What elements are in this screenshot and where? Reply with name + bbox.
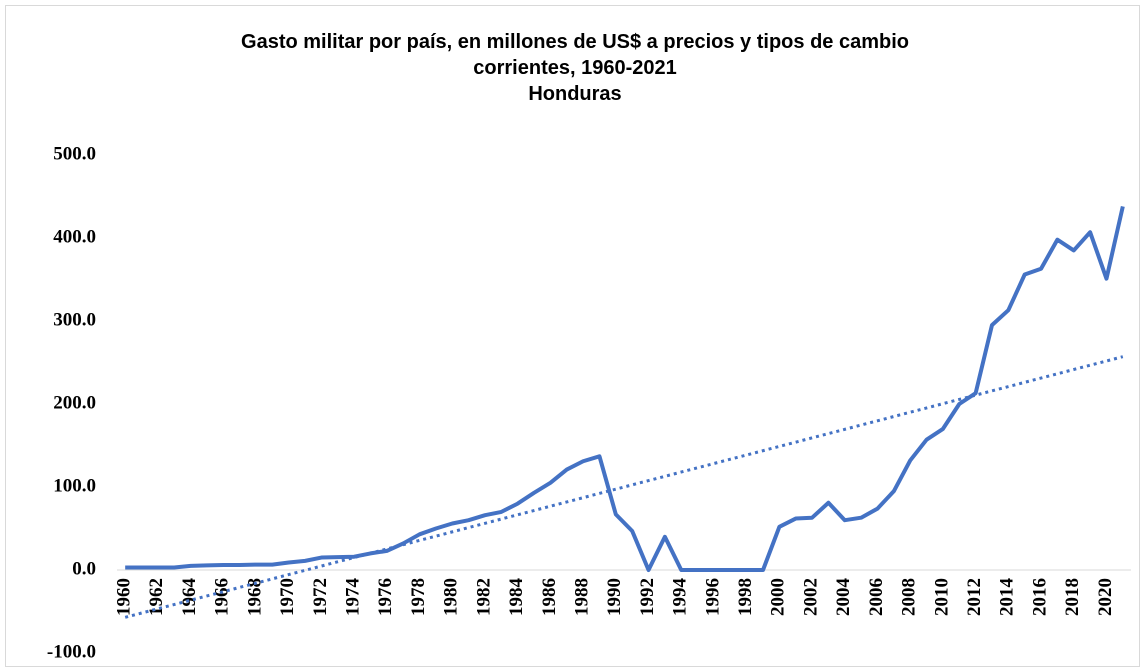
x-tick-label: 1968 [244,578,265,616]
x-tick-label: 1976 [375,578,396,616]
x-tick-label: 1986 [539,578,560,616]
y-tick-label: 100.0 [53,475,96,496]
x-tick-label: 2018 [1062,578,1083,616]
x-tick-label: 1996 [702,578,723,616]
x-tick-label: 1960 [114,578,135,616]
x-tick-label: 1982 [473,578,494,616]
chart-subtitle: Honduras [528,83,621,105]
x-tick-label: 2008 [899,578,920,616]
y-tick-label: 200.0 [53,392,96,413]
x-tick-label: 2000 [768,578,789,616]
chart-border [5,5,1140,667]
x-tick-label: 2012 [964,578,985,616]
x-tick-label: 1974 [343,578,364,617]
x-tick-label: 2006 [866,578,887,616]
chart-title: Gasto militar por país, en millones de U… [241,31,909,53]
x-tick-label: 1998 [735,578,756,616]
x-tick-label: 2020 [1095,578,1116,616]
data-line [125,206,1125,572]
chart-title: corrientes, 1960-2021 [473,57,676,79]
y-tick-label: 500.0 [53,143,96,164]
x-tick-label: 1990 [604,578,625,616]
y-tick-label: -100.0 [47,641,96,662]
x-tick-label: 1994 [670,578,691,617]
x-tick-label: 1988 [571,578,592,616]
y-tick-label: 400.0 [53,226,96,247]
x-tick-label: 1972 [310,578,331,616]
y-tick-label: 0.0 [72,558,96,579]
x-tick-label: 1966 [212,578,233,616]
x-tick-label: 1962 [146,578,167,616]
x-tick-label: 2010 [931,578,952,616]
x-tick-label: 2016 [1029,578,1050,616]
x-tick-label: 2014 [997,577,1018,616]
x-tick-label: 1980 [441,578,462,616]
x-tick-label: 1984 [506,578,527,617]
y-tick-label: 300.0 [53,309,96,330]
x-tick-label: 1978 [408,578,429,616]
x-tick-label: 1992 [637,578,658,616]
x-tick-label: 2002 [800,578,821,616]
x-tick-label: 2004 [833,578,854,617]
x-tick-label: 1964 [179,578,200,617]
x-tick-label: 1970 [277,578,298,616]
